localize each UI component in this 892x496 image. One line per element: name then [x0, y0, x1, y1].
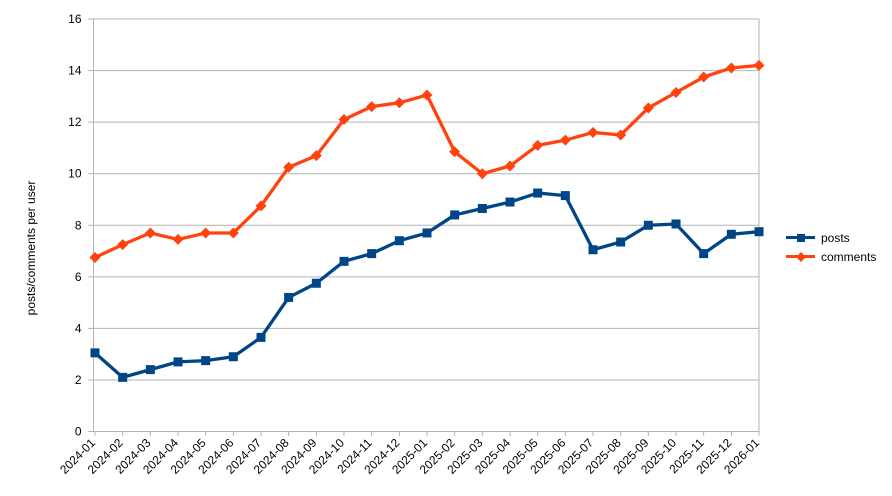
posts-marker [284, 292, 294, 302]
posts-marker [228, 352, 238, 362]
y-tick-label: 6 [75, 270, 82, 284]
posts-marker [616, 237, 626, 247]
comments-marker [255, 200, 267, 212]
posts-marker [201, 356, 211, 366]
y-tick-label: 4 [75, 321, 82, 335]
posts-marker [422, 228, 432, 238]
posts-marker [477, 203, 487, 213]
posts-marker [118, 372, 128, 382]
y-tick-label: 8 [75, 218, 82, 232]
comments-marker [753, 59, 765, 71]
posts-marker [90, 348, 100, 358]
comments-marker [642, 102, 654, 114]
comments-marker [366, 101, 378, 113]
posts-marker [339, 256, 349, 266]
comments-marker [615, 129, 627, 141]
posts-line-square-marker-icon [786, 233, 815, 242]
comments-marker [532, 139, 544, 151]
comments-marker [587, 126, 599, 138]
comments-marker [117, 239, 129, 251]
comments-marker [504, 160, 516, 172]
comments-marker [421, 89, 433, 101]
y-tick-label: 10 [68, 167, 82, 181]
posts-marker [643, 220, 653, 230]
comments-marker [725, 62, 737, 74]
posts-marker [450, 210, 460, 220]
comments-marker [559, 134, 571, 146]
legend-label-posts: posts [821, 230, 850, 245]
comments-marker [200, 227, 212, 239]
posts-marker [256, 332, 266, 342]
comments-marker [476, 168, 488, 180]
y-tick-label: 0 [75, 425, 82, 439]
y-tick-label: 16 [68, 12, 82, 26]
y-tick-label: 2 [75, 373, 82, 387]
posts-marker [533, 188, 543, 198]
posts-line [93, 191, 761, 380]
posts-marker [367, 249, 377, 259]
posts-marker [505, 197, 515, 207]
posts-marker [754, 227, 764, 237]
y-tick-label: 12 [68, 115, 82, 129]
comments-marker [144, 227, 156, 239]
posts-marker [311, 278, 321, 288]
legend-item-comments: comments [786, 247, 876, 266]
posts-marker [394, 236, 404, 246]
comments-marker [338, 114, 350, 126]
posts-marker [560, 191, 570, 201]
comments-marker [89, 251, 101, 263]
posts-marker [726, 229, 736, 239]
posts-marker [145, 365, 155, 375]
comments-marker [449, 146, 461, 158]
comments-marker [670, 86, 682, 98]
posts-marker [588, 245, 598, 255]
comments-marker [698, 71, 710, 83]
comments-marker [227, 227, 239, 239]
posts-marker [699, 249, 709, 259]
comments-marker [310, 150, 322, 162]
comments-marker [283, 161, 295, 173]
comments-line-diamond-marker-icon [786, 251, 815, 262]
legend-item-posts: posts [786, 228, 876, 247]
y-axis-title: posts/comments per user [24, 180, 38, 316]
posts-marker [173, 357, 183, 367]
comments-marker [393, 97, 405, 109]
y-tick-label: 14 [68, 64, 82, 78]
comments-marker [172, 233, 184, 245]
posts-marker [671, 219, 681, 229]
legend: posts comments [786, 228, 876, 266]
legend-label-comments: comments [821, 249, 877, 264]
